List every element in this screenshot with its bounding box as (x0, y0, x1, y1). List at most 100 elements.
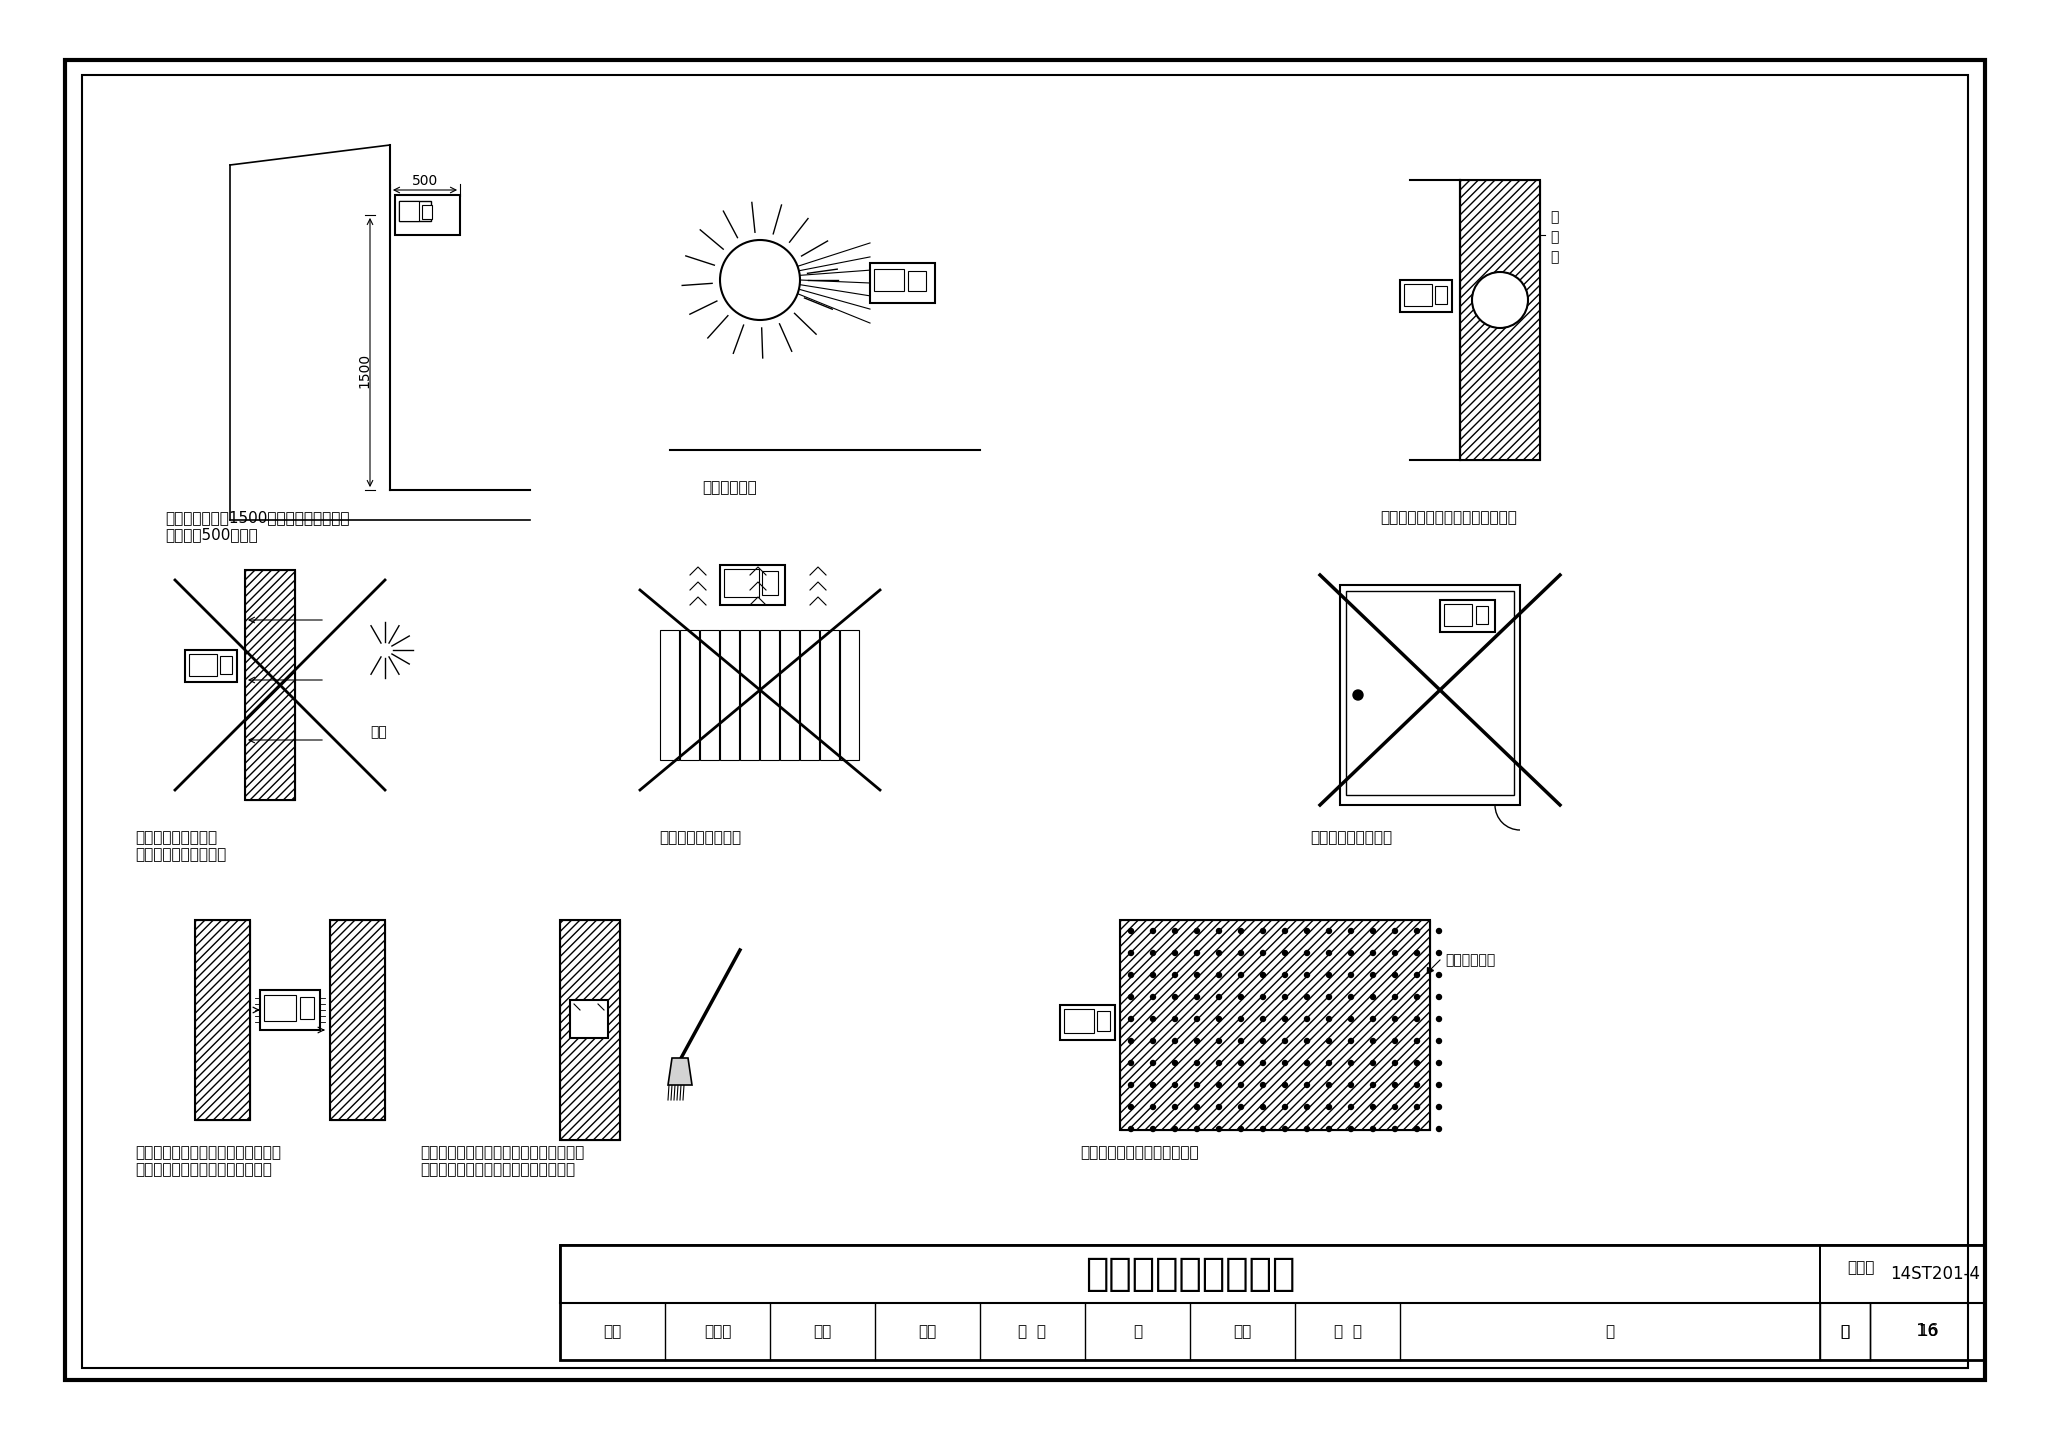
Circle shape (1370, 972, 1376, 978)
Circle shape (1239, 1082, 1243, 1088)
Circle shape (1194, 972, 1200, 978)
Bar (559, 920, 621, 1140)
Circle shape (1415, 1039, 1419, 1043)
Bar (1339, 585, 1520, 805)
Circle shape (1415, 1082, 1419, 1088)
Bar (700, 629, 719, 760)
Circle shape (1128, 929, 1133, 933)
Bar (559, 920, 621, 1140)
Circle shape (1354, 690, 1364, 700)
Bar (801, 629, 819, 760)
Circle shape (1174, 929, 1178, 933)
Circle shape (1282, 1061, 1288, 1065)
Circle shape (1217, 1104, 1221, 1110)
Circle shape (1260, 951, 1266, 955)
Circle shape (1327, 1104, 1331, 1110)
Text: 页: 页 (1841, 1324, 1849, 1338)
Text: 应安装于离地面1500左右高度与相邻墙壁
至少保持500的距离: 应安装于离地面1500左右高度与相邻墙壁 至少保持500的距离 (166, 509, 350, 543)
Circle shape (1128, 972, 1133, 978)
Circle shape (1239, 1039, 1243, 1043)
Circle shape (1194, 951, 1200, 955)
Bar (659, 629, 680, 760)
Circle shape (1217, 1061, 1221, 1065)
Circle shape (1260, 1016, 1266, 1022)
Circle shape (1174, 1039, 1178, 1043)
Circle shape (1305, 1104, 1309, 1110)
Bar (1436, 287, 1448, 304)
Circle shape (1327, 972, 1331, 978)
Text: 1500: 1500 (356, 353, 371, 388)
Circle shape (1174, 1104, 1178, 1110)
Circle shape (1128, 951, 1133, 955)
Bar (395, 195, 461, 234)
Text: 管: 管 (1550, 250, 1559, 263)
Circle shape (1305, 1016, 1309, 1022)
Circle shape (1194, 994, 1200, 1000)
Circle shape (1415, 929, 1419, 933)
Circle shape (1151, 929, 1155, 933)
Text: 温湿度传感器: 温湿度传感器 (1446, 954, 1495, 967)
Circle shape (1128, 1082, 1133, 1088)
Bar (762, 572, 778, 595)
Bar (1401, 281, 1452, 313)
Circle shape (1348, 1061, 1354, 1065)
Circle shape (1282, 1082, 1288, 1088)
Bar (399, 201, 430, 221)
Circle shape (1370, 1127, 1376, 1132)
Circle shape (1151, 994, 1155, 1000)
Circle shape (1436, 1016, 1442, 1022)
Circle shape (1217, 951, 1221, 955)
Circle shape (1194, 1016, 1200, 1022)
Circle shape (1217, 1127, 1221, 1132)
Circle shape (1436, 1082, 1442, 1088)
Bar (422, 205, 432, 218)
Circle shape (1128, 1039, 1133, 1043)
Bar (188, 654, 217, 676)
Circle shape (1174, 972, 1178, 978)
Circle shape (1128, 1104, 1133, 1110)
Text: 御龄: 御龄 (813, 1324, 831, 1338)
Bar (559, 1244, 1985, 1360)
Text: 林云志: 林云志 (705, 1324, 731, 1338)
Circle shape (1282, 951, 1288, 955)
Bar (1120, 920, 1430, 1130)
Circle shape (1260, 1082, 1266, 1088)
Circle shape (1260, 994, 1266, 1000)
Bar (1460, 179, 1540, 460)
Text: 水: 水 (1550, 230, 1559, 245)
Bar (680, 629, 698, 760)
Circle shape (1282, 1104, 1288, 1110)
Circle shape (1393, 1016, 1397, 1022)
Circle shape (1239, 972, 1243, 978)
Circle shape (1239, 1016, 1243, 1022)
Circle shape (1260, 972, 1266, 978)
Circle shape (1151, 1061, 1155, 1065)
Bar (739, 629, 760, 760)
Circle shape (1370, 1104, 1376, 1110)
Circle shape (1436, 1127, 1442, 1132)
Bar (195, 920, 250, 1120)
Bar (559, 1244, 1821, 1302)
Circle shape (1282, 1016, 1288, 1022)
Circle shape (1436, 1061, 1442, 1065)
Circle shape (1415, 972, 1419, 978)
Circle shape (1194, 1127, 1200, 1132)
Circle shape (1348, 1039, 1354, 1043)
Text: 王  磊: 王 磊 (1018, 1324, 1047, 1338)
Bar (721, 564, 784, 605)
Circle shape (1393, 951, 1397, 955)
Circle shape (1327, 1082, 1331, 1088)
Bar (780, 629, 799, 760)
Circle shape (1327, 929, 1331, 933)
Text: 16: 16 (1915, 1323, 1937, 1340)
Bar (299, 997, 313, 1019)
Text: 赵  珑: 赵 珑 (1333, 1324, 1362, 1338)
Bar (721, 629, 739, 760)
Bar (219, 655, 231, 674)
Circle shape (1260, 1061, 1266, 1065)
Circle shape (1239, 929, 1243, 933)
Circle shape (1305, 1127, 1309, 1132)
Bar (760, 629, 778, 760)
Circle shape (1217, 994, 1221, 1000)
Text: 热: 热 (1550, 210, 1559, 224)
